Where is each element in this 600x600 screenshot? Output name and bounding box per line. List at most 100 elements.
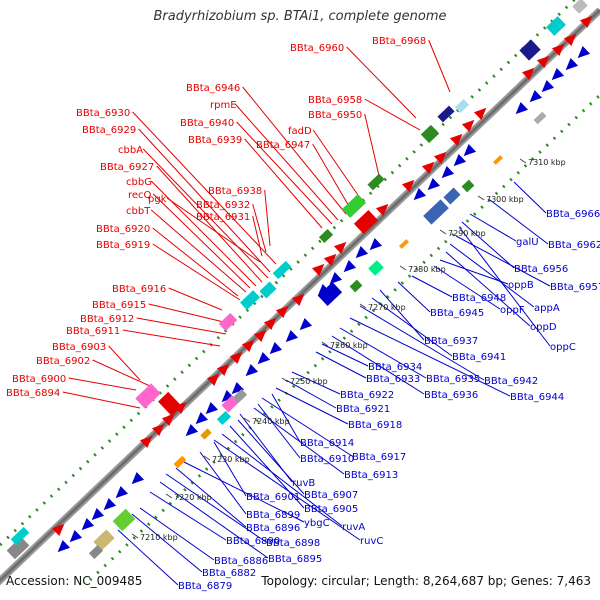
leader-line-forward — [244, 138, 323, 229]
reverse-gene — [257, 351, 271, 365]
reverse-gene — [427, 177, 441, 191]
gene-block — [173, 455, 187, 469]
gene-label-reverse: BBta_6896 — [246, 523, 300, 534]
leader-line-reverse — [275, 387, 349, 425]
leader-line-reverse — [175, 467, 247, 528]
leader-line-forward — [364, 113, 381, 181]
gene-label-reverse: BBta_6914 — [300, 438, 354, 449]
forward-gene — [263, 317, 277, 331]
leader-line-reverse — [349, 317, 511, 397]
leader-line-forward — [264, 189, 271, 247]
gene-label-forward: BBta_6939 — [188, 135, 242, 146]
leader-line-forward — [108, 345, 141, 381]
reverse-gene — [551, 67, 565, 81]
leader-line-forward — [242, 86, 347, 215]
leader-line-forward — [152, 193, 251, 289]
gene-label-forward: BBta_6911 — [66, 326, 120, 337]
gene-label-reverse: BBta_6941 — [452, 352, 506, 363]
leader-line-forward — [428, 39, 451, 93]
forward-gene — [241, 339, 255, 353]
leader-line-forward — [138, 128, 271, 273]
leader-line-reverse — [449, 243, 535, 308]
leader-line-reverse — [229, 425, 305, 509]
forward-gene — [449, 133, 463, 147]
forward-gene — [139, 435, 153, 449]
leader-line-forward — [142, 148, 269, 279]
gene-label-forward: rpmE — [210, 100, 237, 111]
gene-block — [423, 199, 449, 225]
tick-label: 7310 kbp — [528, 158, 566, 167]
leader-line-reverse — [221, 433, 343, 527]
tick-mark — [399, 265, 407, 271]
forward-gene — [151, 423, 165, 437]
gene-label-reverse: BBta_6899 — [246, 510, 300, 521]
gene-label-forward: recQ — [128, 190, 152, 201]
tick-label: 7300 kbp — [486, 195, 524, 204]
tick-mark — [203, 455, 211, 461]
leader-line-reverse — [271, 393, 301, 443]
tick-label: 7270 kbp — [368, 303, 406, 312]
reverse-gene — [343, 259, 357, 273]
tick-mark — [321, 341, 329, 347]
reverse-gene — [195, 411, 209, 425]
gene-label-forward: cbbA — [118, 145, 143, 156]
gene-block — [218, 312, 238, 332]
leader-line-reverse — [237, 419, 305, 495]
label-leader-lines — [62, 39, 551, 586]
leader-line-reverse — [291, 371, 341, 395]
gene-label-reverse: BBta_6890 — [226, 536, 280, 547]
leader-line-reverse — [461, 221, 515, 269]
leader-line-forward — [150, 209, 247, 293]
leader-line-forward — [148, 303, 233, 325]
reverse-gene — [299, 317, 313, 331]
forward-gene — [563, 33, 577, 47]
leader-line-reverse — [455, 235, 551, 287]
gene-label-reverse: BBta_6948 — [452, 293, 506, 304]
genome-summary-text: Topology: circular; Length: 8,264,687 bp… — [261, 574, 591, 588]
gene-label-forward: BBta_6929 — [82, 125, 136, 136]
forward-gene — [521, 67, 535, 81]
leader-line-reverse — [321, 343, 369, 367]
gene-label-reverse: ruvC — [360, 536, 383, 547]
leader-line-reverse — [213, 439, 361, 541]
gene-label-forward: BBta_6927 — [100, 162, 154, 173]
gene-labels: BBta_6894 BBta_6900 BBta_6902 BBta_6903 BBta… — [6, 36, 600, 592]
reverse-gene — [81, 517, 95, 531]
gene-block — [461, 179, 475, 193]
leader-line-reverse — [257, 403, 301, 459]
gene-label-forward: BBta_6960 — [290, 43, 344, 54]
gene-label-reverse: BBta_6910 — [300, 454, 354, 465]
leader-line-reverse — [117, 529, 179, 586]
gene-block — [240, 290, 260, 310]
gene-label-reverse: BBta_6922 — [340, 390, 394, 401]
reverse-gene — [355, 245, 369, 259]
leader-line-reverse — [315, 351, 367, 379]
gene-block — [367, 173, 385, 191]
reverse-gene — [221, 389, 235, 403]
gene-block — [232, 388, 248, 404]
leader-line-reverse — [439, 259, 509, 285]
gene-block — [259, 281, 277, 299]
forward-gene — [275, 305, 289, 319]
gene-label-forward: cbbT — [126, 206, 151, 217]
tick-mark — [281, 377, 289, 383]
gene-label-forward: fadD — [288, 126, 312, 137]
leader-line-reverse — [433, 265, 501, 310]
gene-label-reverse: BBta_6898 — [266, 538, 320, 549]
leader-line-forward — [150, 180, 257, 287]
gene-block — [200, 428, 212, 440]
reverse-gene — [285, 329, 299, 343]
gene-label-reverse: BBta_6907 — [304, 490, 358, 501]
tick-mark — [439, 229, 447, 235]
forward-gene — [401, 179, 415, 193]
reverse-gene — [205, 401, 219, 415]
leader-line-reverse — [165, 473, 267, 543]
leader-line-reverse — [459, 227, 551, 347]
forward-gene — [333, 241, 347, 255]
gene-block — [546, 16, 566, 36]
gc-dots-inner — [88, 93, 600, 582]
gene-block — [318, 228, 334, 244]
gene-label-reverse: ruvB — [292, 478, 315, 489]
reverse-gene — [317, 283, 331, 297]
gene-label-reverse: BBta_6956 — [514, 264, 568, 275]
